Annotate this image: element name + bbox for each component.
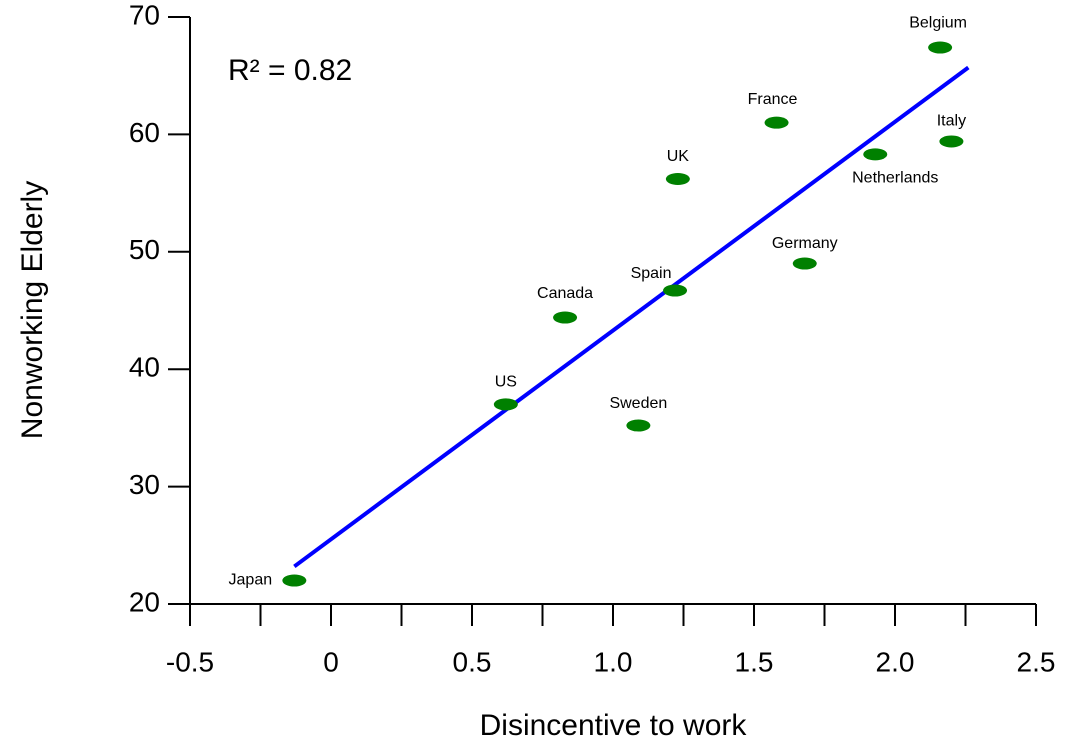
x-axis-title: Disincentive to work: [480, 709, 748, 742]
point-label: Belgium: [909, 15, 967, 32]
point: [939, 135, 964, 148]
point: [863, 148, 888, 161]
x-tick-label: 1.0: [594, 646, 633, 677]
x-tick-label: 1.5: [735, 646, 774, 677]
point: [553, 311, 578, 324]
y-tick-label: 70: [129, 0, 160, 30]
r-squared-annotation: R² = 0.82: [228, 54, 352, 87]
point-label: Netherlands: [852, 170, 938, 187]
y-tick-label: 20: [129, 586, 160, 617]
point: [663, 284, 688, 297]
point: [282, 574, 307, 587]
x-tick-label: -0.5: [166, 646, 214, 677]
point-label: Germany: [772, 235, 838, 252]
point-label: Canada: [537, 285, 593, 302]
y-axis-title: Nonworking Elderly: [16, 181, 49, 439]
point-label: Sweden: [609, 395, 667, 412]
x-tick-label: 2.5: [1017, 646, 1056, 677]
x-tick-label: 2.0: [876, 646, 915, 677]
y-tick-label: 30: [129, 469, 160, 500]
point-label: Spain: [631, 265, 672, 282]
point: [792, 257, 817, 270]
point-label: Italy: [937, 113, 966, 130]
x-tick-label: 0.5: [453, 646, 492, 677]
point-label: Japan: [229, 572, 273, 589]
point: [626, 419, 651, 432]
y-tick-label: 60: [129, 117, 160, 148]
trend-line: [293, 65, 970, 569]
y-tick-label: 50: [129, 234, 160, 265]
point: [928, 41, 953, 54]
point-label: France: [748, 91, 798, 108]
point-label: US: [495, 374, 517, 391]
point: [665, 173, 690, 186]
x-tick-label: 0: [323, 646, 339, 677]
point: [764, 116, 789, 129]
y-tick-label: 40: [129, 352, 160, 383]
point-label: UK: [667, 148, 690, 165]
point: [493, 398, 518, 411]
